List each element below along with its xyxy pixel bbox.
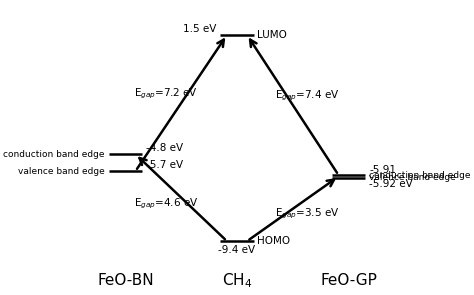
Text: -4.8 eV: -4.8 eV bbox=[146, 143, 183, 153]
Text: HOMO: HOMO bbox=[257, 236, 291, 246]
Text: E$_{gap}$=7.4 eV: E$_{gap}$=7.4 eV bbox=[275, 88, 340, 103]
Text: -5.92 eV: -5.92 eV bbox=[369, 178, 413, 189]
Text: FeO-BN: FeO-BN bbox=[97, 273, 154, 289]
Text: LUMO: LUMO bbox=[257, 30, 287, 40]
Text: FeO-GP: FeO-GP bbox=[320, 273, 377, 289]
Text: CH$_4$: CH$_4$ bbox=[222, 271, 252, 290]
Text: -5.91: -5.91 bbox=[369, 165, 396, 175]
Text: E$_{gap}$=7.2 eV: E$_{gap}$=7.2 eV bbox=[134, 86, 198, 101]
Text: 1.5 eV: 1.5 eV bbox=[183, 24, 217, 34]
Text: valence band edge: valence band edge bbox=[18, 167, 105, 176]
Text: -5.7 eV: -5.7 eV bbox=[146, 160, 183, 170]
Text: E$_{gap}$=3.5 eV: E$_{gap}$=3.5 eV bbox=[275, 207, 340, 221]
Text: E$_{gap}$=4.6 eV: E$_{gap}$=4.6 eV bbox=[134, 196, 199, 211]
Text: conduction band edge: conduction band edge bbox=[3, 150, 105, 159]
Text: valence band edge: valence band edge bbox=[369, 173, 456, 182]
Text: conduction band edge: conduction band edge bbox=[369, 171, 471, 180]
Text: -9.4 eV: -9.4 eV bbox=[219, 245, 255, 255]
